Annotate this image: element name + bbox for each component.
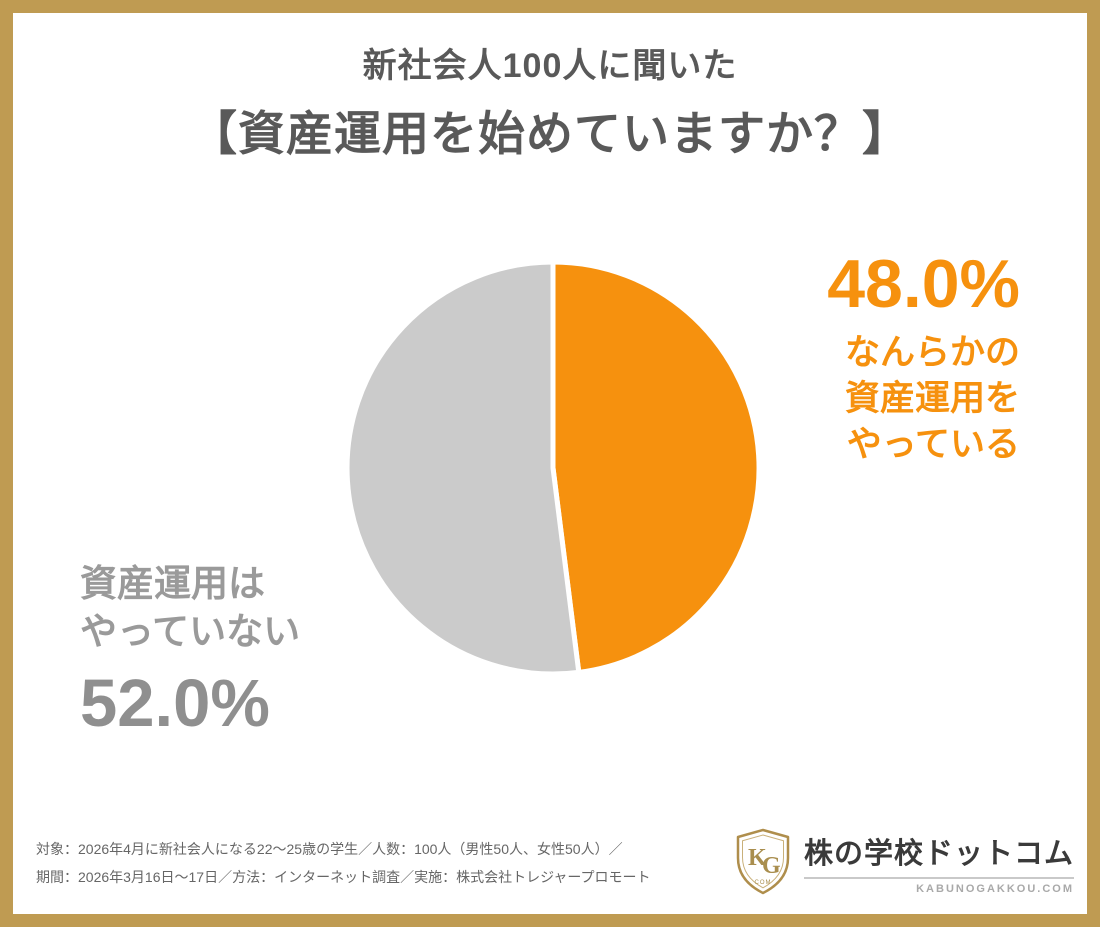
- logo-monogram-g: G: [762, 853, 781, 879]
- no-label-line1: 資産運用は: [80, 563, 265, 604]
- logo-domain: KABUNOGAKKOU.COM: [916, 882, 1074, 895]
- survey-note-line1: 対象：2026年4月に新社会人になる22〜25歳の学生／人数：100人（男性50…: [36, 841, 623, 857]
- no-label-line2: やっていない: [80, 611, 301, 653]
- no-label: 資産運用は やっていない: [80, 560, 300, 656]
- logo-text: 株の学校ドットコム KABUNOGAKKOU.COM: [803, 830, 1074, 895]
- yes-label-line2: 資産運用を: [844, 379, 1020, 419]
- pie-slice: [344, 259, 582, 677]
- survey-notes: 対象：2026年4月に新社会人になる22〜25歳の学生／人数：100人（男性50…: [36, 835, 651, 891]
- no-percentage: 52.0%: [80, 666, 270, 742]
- title-line2: 【資産運用を始めていますか？】: [190, 107, 910, 160]
- yes-label-line3: やっている: [846, 425, 1020, 465]
- survey-note-line2: 期間：2026年3月16日〜17日／方法：インターネット調査／実施：株式会社トレ…: [36, 869, 651, 885]
- yes-percentage: 48.0%: [827, 246, 1020, 322]
- pie-chart: [344, 259, 762, 677]
- callout-yes: 48.0% なんらかの 資産運用を やっている: [827, 250, 1020, 469]
- page-title: 新社会人100人に聞いた 【資産運用を始めていますか？】: [0, 38, 1100, 164]
- callout-no: 資産運用は やっていない 52.0%: [80, 560, 300, 737]
- logo-monogram-com: COM: [754, 880, 771, 886]
- logo-monogram-k: K: [748, 845, 767, 871]
- kg-shield-logo-icon: K G COM: [736, 828, 790, 895]
- yes-label-line1: なんらかの: [844, 333, 1020, 372]
- yes-label: なんらかの 資産運用を やっている: [827, 330, 1020, 469]
- brand-logo: K G COM 株の学校ドットコム KABUNOGAKKOU.COM: [732, 827, 1074, 897]
- logo-name: 株の学校ドットコム: [803, 837, 1074, 870]
- pie-slice: [550, 259, 762, 675]
- title-line1: 新社会人100人に聞いた: [362, 47, 738, 85]
- logo-divider: [803, 876, 1074, 879]
